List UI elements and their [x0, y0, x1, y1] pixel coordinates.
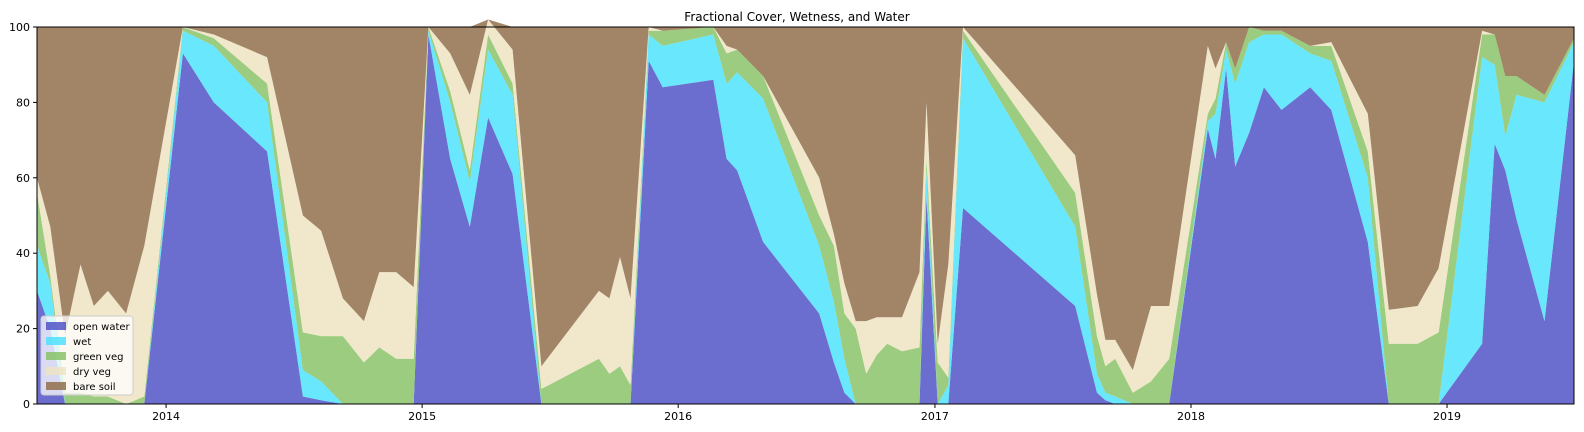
legend-label: open water [73, 322, 131, 333]
y-tick-label: 20 [16, 323, 30, 336]
plot-frame [36, 26, 1575, 405]
x-axis: 2014 2015 2016 2017 2018 2019 [152, 404, 1461, 423]
area-green-veg [37, 27, 1574, 404]
legend-swatch [46, 352, 66, 360]
legend-swatch [46, 382, 66, 390]
legend-swatch [46, 367, 66, 375]
area-wet [37, 30, 1574, 405]
y-tick-label: 0 [23, 398, 30, 411]
area-layers [37, 19, 1574, 405]
x-tick-label: 2014 [152, 410, 180, 423]
legend-label: green veg [73, 352, 123, 363]
legend: open water wet green veg dry veg bare soil [40, 315, 134, 396]
area-open-water [37, 34, 1574, 404]
x-tick-label: 2015 [408, 410, 436, 423]
y-tick-label: 100 [9, 21, 30, 34]
legend-box [40, 315, 134, 396]
legend-label: bare soil [73, 382, 116, 393]
x-tick-label: 2016 [664, 410, 692, 423]
y-axis: 0 20 40 60 80 100 [9, 21, 37, 411]
y-tick-label: 60 [16, 172, 30, 185]
legend-swatch [46, 337, 66, 345]
x-tick-label: 2017 [921, 410, 949, 423]
legend-label: wet [73, 337, 91, 348]
x-tick-label: 2018 [1177, 410, 1205, 423]
chart-title: Fractional Cover, Wetness, and Water [684, 10, 909, 24]
area-bare-soil [37, 19, 1574, 371]
y-tick-label: 40 [16, 247, 30, 260]
legend-label: dry veg [73, 367, 111, 378]
legend-swatch [46, 322, 66, 330]
y-tick-label: 80 [16, 96, 30, 109]
x-tick-label: 2019 [1433, 410, 1461, 423]
